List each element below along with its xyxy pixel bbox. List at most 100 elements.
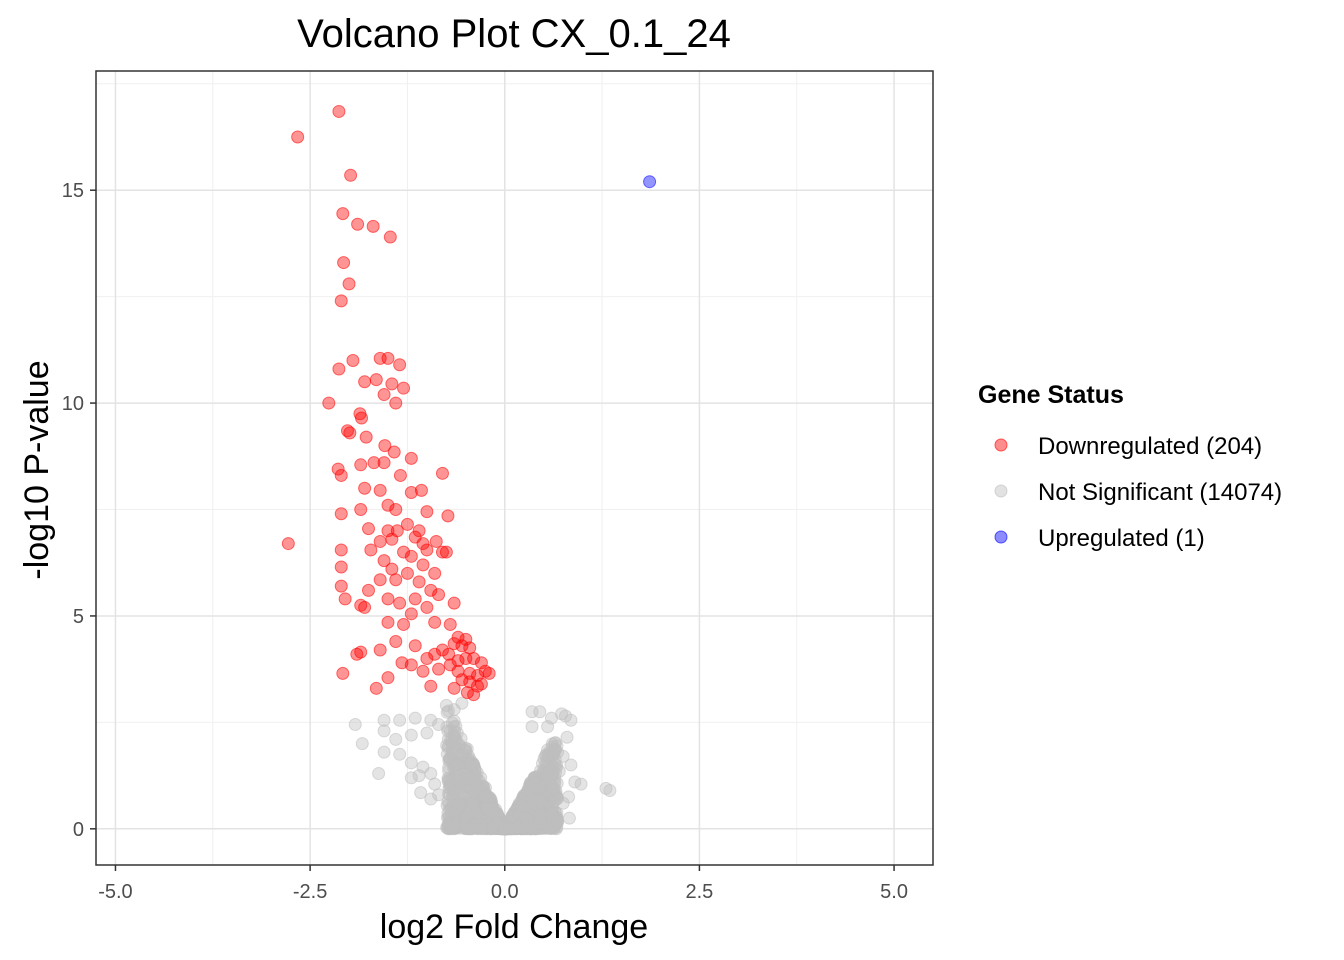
not-significant-point bbox=[463, 757, 477, 771]
legend-label-upregulated: Upregulated (1) bbox=[1038, 525, 1205, 552]
downregulated-point bbox=[377, 388, 391, 402]
downregulated-point bbox=[432, 662, 446, 676]
downregulated-point bbox=[364, 543, 378, 557]
not-significant-point bbox=[404, 728, 418, 742]
not-significant-point bbox=[372, 766, 386, 780]
downregulated-point bbox=[354, 458, 368, 472]
not-significant-point bbox=[497, 821, 511, 835]
downregulated-point bbox=[393, 358, 407, 372]
downregulated-point bbox=[362, 583, 376, 597]
legend-key-not-significant bbox=[994, 484, 1008, 498]
downregulated-point bbox=[377, 554, 391, 568]
downregulated-point bbox=[467, 688, 481, 702]
downregulated-point bbox=[381, 615, 395, 629]
downregulated-point bbox=[291, 130, 305, 144]
downregulated-point bbox=[404, 549, 418, 563]
not-significant-point bbox=[562, 811, 576, 825]
y-tick-label: 0 bbox=[73, 819, 84, 841]
legend: Gene Status Downregulated (204) Not Sign… bbox=[978, 381, 1282, 552]
not-significant-point bbox=[540, 767, 554, 781]
downregulated-point bbox=[381, 351, 395, 365]
downregulated-point bbox=[336, 666, 350, 680]
downregulated-point bbox=[389, 634, 403, 648]
not-significant-point bbox=[432, 788, 446, 802]
downregulated-point bbox=[393, 468, 407, 482]
downregulated-point bbox=[377, 456, 391, 470]
downregulated-point bbox=[340, 424, 354, 438]
not-significant-point bbox=[556, 749, 570, 763]
downregulated-point bbox=[334, 294, 348, 308]
not-significant-point bbox=[466, 796, 480, 810]
legend-title: Gene Status bbox=[978, 381, 1124, 409]
downregulated-point bbox=[358, 375, 372, 389]
not-significant-point bbox=[547, 782, 561, 796]
downregulated-point bbox=[358, 600, 372, 614]
downregulated-point bbox=[400, 517, 414, 531]
not-significant-point bbox=[441, 806, 455, 820]
downregulated-point bbox=[342, 277, 356, 291]
not-significant-point bbox=[449, 757, 463, 771]
downregulated-point bbox=[474, 677, 488, 691]
not-significant-point bbox=[440, 720, 454, 734]
downregulated-point bbox=[355, 411, 369, 425]
x-axis-title: log2 Fold Change bbox=[380, 908, 648, 946]
downregulated-point bbox=[397, 617, 411, 631]
downregulated-point bbox=[334, 579, 348, 593]
y-tick-label: 10 bbox=[62, 393, 84, 415]
not-significant-point bbox=[455, 696, 469, 710]
not-significant-point bbox=[546, 810, 560, 824]
downregulated-point bbox=[420, 543, 434, 557]
downregulated-point bbox=[404, 485, 418, 499]
downregulated-point bbox=[369, 373, 383, 387]
downregulated-point bbox=[381, 498, 395, 512]
not-significant-point bbox=[533, 705, 547, 719]
downregulated-point bbox=[397, 381, 411, 395]
downregulated-point bbox=[435, 466, 449, 480]
downregulated-point bbox=[332, 104, 346, 118]
downregulated-point bbox=[383, 230, 397, 244]
not-significant-point bbox=[556, 796, 570, 810]
y-tick-label: 5 bbox=[73, 606, 84, 628]
downregulated-point bbox=[389, 503, 403, 517]
x-tick-label: -5.0 bbox=[98, 881, 132, 903]
not-significant-point bbox=[452, 796, 466, 810]
downregulated-point bbox=[373, 643, 387, 657]
downregulated-point bbox=[334, 543, 348, 557]
downregulated-point bbox=[441, 509, 455, 523]
not-significant-point bbox=[424, 792, 438, 806]
not-significant-point bbox=[377, 724, 391, 738]
downregulated-point bbox=[424, 583, 438, 597]
downregulated-point bbox=[404, 451, 418, 465]
downregulated-point bbox=[416, 537, 430, 551]
legend-label-downregulated: Downregulated (204) bbox=[1038, 433, 1262, 460]
not-significant-point bbox=[377, 713, 391, 727]
downregulated-point bbox=[393, 596, 407, 610]
downregulated-point bbox=[429, 534, 443, 548]
downregulated-point bbox=[385, 532, 399, 546]
not-significant-point bbox=[455, 747, 469, 761]
downregulated-point bbox=[455, 639, 469, 653]
downregulated-point bbox=[362, 522, 376, 536]
not-significant-point bbox=[377, 745, 391, 759]
y-axis-title: -log10 P-value bbox=[18, 360, 56, 579]
not-significant-point bbox=[599, 781, 613, 795]
downregulated-point bbox=[334, 560, 348, 574]
downregulated-point bbox=[281, 537, 295, 551]
downregulated-point bbox=[420, 600, 434, 614]
not-significant-point bbox=[404, 756, 418, 770]
not-significant-point bbox=[459, 821, 473, 835]
downregulated-point bbox=[387, 445, 401, 459]
not-significant-point bbox=[552, 764, 566, 778]
downregulated-point bbox=[344, 168, 358, 182]
downregulated-point bbox=[373, 573, 387, 587]
x-tick-label: 2.5 bbox=[686, 881, 714, 903]
chart-title: Volcano Plot CX_0.1_24 bbox=[297, 12, 731, 56]
downregulated-point bbox=[385, 377, 399, 391]
downregulated-point bbox=[332, 362, 346, 376]
downregulated-point bbox=[447, 596, 461, 610]
legend-item-upregulated: Upregulated (1) bbox=[994, 525, 1205, 552]
downregulated-point bbox=[322, 396, 336, 410]
not-significant-point bbox=[520, 812, 534, 826]
not-significant-point bbox=[445, 746, 459, 760]
